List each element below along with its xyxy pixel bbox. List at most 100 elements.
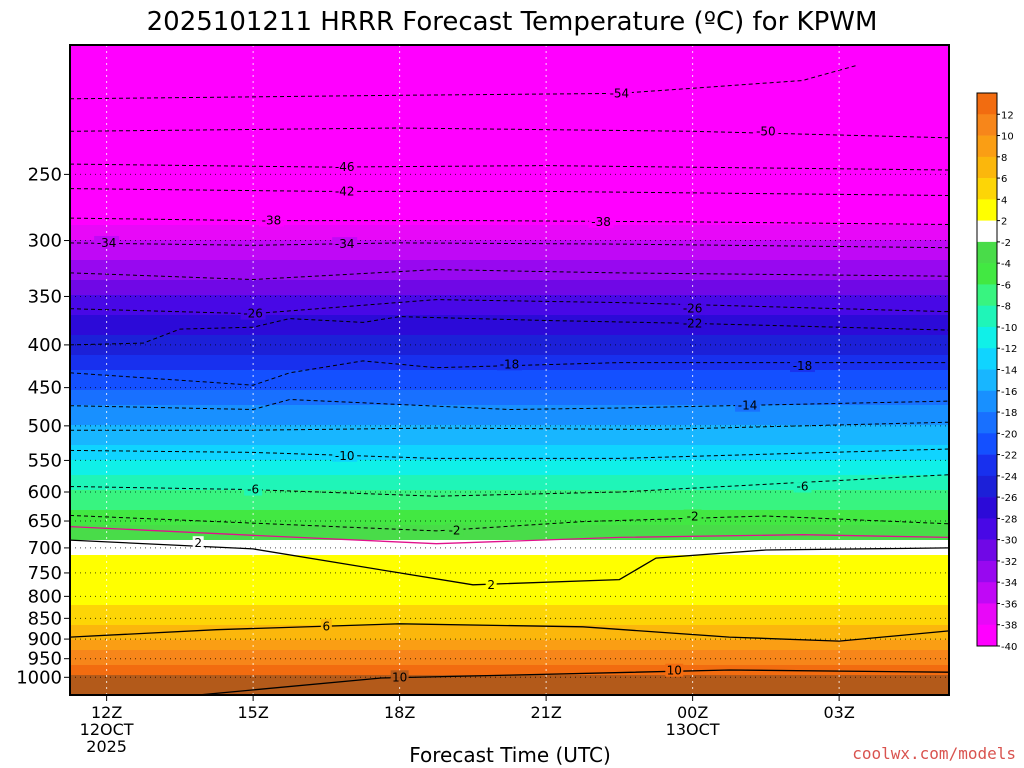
fill-band [70, 620, 949, 626]
fill-band [70, 535, 949, 541]
contour-line [70, 299, 949, 315]
contour-label: 6 [323, 619, 331, 633]
fill-band [70, 600, 949, 606]
contour-label: -18 [500, 357, 520, 371]
colorbar-swatch [977, 305, 997, 328]
y-tick-label: 650 [28, 511, 62, 532]
contour-line [70, 217, 949, 225]
x-tick-label: 21Z [530, 703, 561, 722]
fill-band [70, 400, 949, 406]
fill-band [70, 670, 949, 676]
fill-band [70, 610, 949, 616]
contour-label-bg [258, 213, 284, 227]
contour-label-bg [680, 301, 706, 315]
credit-link[interactable]: coolwx.com/models [852, 744, 1016, 763]
colorbar-label: -14 [1001, 366, 1017, 377]
colorbar-label: -40 [1001, 642, 1017, 653]
fill-band [70, 225, 949, 231]
contour-label-bg [588, 214, 614, 228]
colorbar-swatch [977, 348, 997, 370]
fill-band [70, 590, 949, 596]
fill-band [70, 635, 949, 641]
fill-band [70, 105, 949, 111]
fill-band [70, 455, 949, 461]
fill-band [70, 615, 949, 621]
fill-band [70, 255, 949, 261]
fill-band [70, 605, 949, 611]
fill-band [70, 595, 949, 601]
fill-band [70, 655, 949, 661]
y-tick-label: 600 [28, 482, 62, 503]
fill-band [70, 160, 949, 166]
fill-band [70, 185, 949, 191]
fill-band [70, 205, 949, 211]
contour-label-bg [680, 316, 706, 330]
contour-label: -6 [797, 480, 809, 494]
colorbar-label: 10 [1001, 132, 1014, 143]
fill-band [70, 310, 949, 316]
contour-label-bg [735, 398, 761, 412]
colorbar-label: -6 [1001, 280, 1011, 291]
colorbar-swatch [977, 433, 997, 455]
contour-line [70, 421, 949, 431]
fill-band [70, 540, 949, 546]
fill-band [70, 95, 949, 101]
fill-band [70, 550, 949, 556]
contour-line [70, 539, 949, 586]
colorbar-label: -20 [1001, 429, 1017, 440]
contour-label-bg [497, 357, 522, 371]
fill-band [70, 430, 949, 436]
contour-label: -50 [756, 124, 776, 138]
contour-label-bg [665, 663, 684, 677]
fill-band [70, 55, 949, 61]
contour-label: -34 [335, 237, 355, 251]
colorbar-label: 4 [1001, 195, 1007, 206]
fill-band [70, 175, 949, 181]
fill-band [70, 515, 949, 521]
colorbar-label: -4 [1001, 259, 1011, 270]
fill-band [70, 580, 949, 586]
contour-label: -18 [793, 359, 813, 373]
colorbar-label: -32 [1001, 557, 1017, 568]
y-axis: 2503003504004505005506006507007508008509… [16, 164, 70, 688]
contour-label: 10 [667, 664, 682, 678]
contour-label-bg [332, 160, 358, 174]
fill-band [70, 265, 949, 271]
contour-label-bg [332, 237, 358, 251]
fill-band [70, 60, 949, 66]
fill-band [70, 280, 949, 286]
fill-band [70, 410, 949, 416]
y-tick-label: 900 [28, 629, 62, 650]
y-tick-label: 450 [28, 378, 62, 399]
contour-label-bg [332, 448, 358, 462]
colorbar-swatch [977, 326, 997, 349]
fill-band [70, 625, 949, 631]
contour-label: -26 [683, 302, 703, 316]
fill-band [70, 150, 949, 156]
colorbar-swatch [977, 220, 997, 243]
colorbar-label: -8 [1001, 302, 1011, 313]
y-tick-label: 800 [28, 586, 62, 607]
contour-line [70, 127, 949, 139]
fill-band [70, 460, 949, 466]
colorbar-label: 8 [1001, 153, 1007, 164]
contour-line [70, 623, 949, 642]
fill-band [70, 330, 949, 336]
fill-band [70, 345, 949, 351]
y-tick-label: 500 [28, 416, 62, 437]
colorbar-label: 12 [1001, 110, 1014, 121]
contour-label: -6 [247, 483, 259, 497]
colorbar-swatch [977, 390, 997, 413]
plot-frame [69, 44, 950, 696]
x-tick-label: 03Z [823, 703, 854, 722]
fill-band [70, 195, 949, 201]
fill-band [70, 245, 949, 251]
fill-band [70, 690, 949, 695]
colorbar-label: 6 [1001, 174, 1007, 185]
fill-band [70, 385, 949, 391]
x-tick-label: 12Z [91, 703, 122, 722]
colorbar-label: -34 [1001, 578, 1017, 589]
fill-band [70, 565, 949, 571]
fill-band [70, 660, 949, 666]
